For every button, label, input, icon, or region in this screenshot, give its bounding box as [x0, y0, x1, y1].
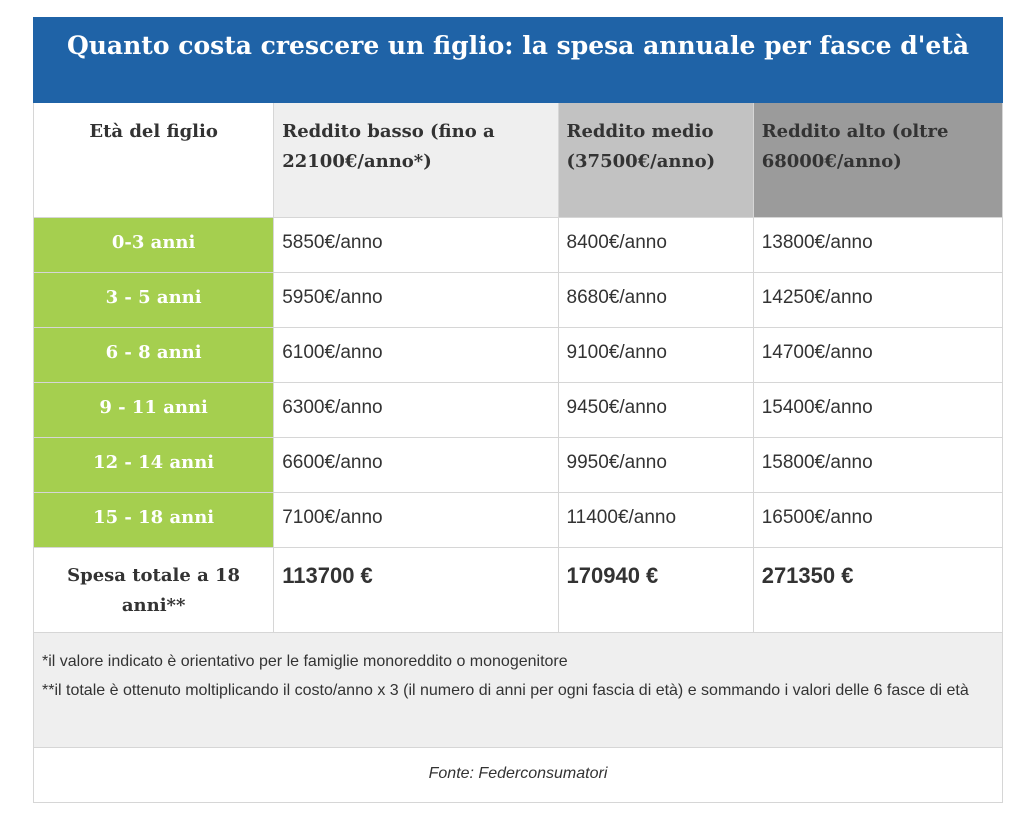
- low-income-value: 6600€/anno: [273, 437, 559, 493]
- header-low-income: Reddito basso (fino a 22100€/anno*): [273, 102, 559, 218]
- high-income-value: 13800€/anno: [752, 217, 1004, 273]
- total-row: Spesa totale a 18 anni** 113700 € 170940…: [32, 547, 1004, 633]
- total-medium-income: 170940 €: [557, 547, 754, 633]
- notes-row: *il valore indicato è orientativo per le…: [33, 632, 1003, 748]
- table-row: 15 - 18 anni 7100€/anno 11400€/anno 1650…: [32, 492, 1004, 548]
- medium-income-value: 8400€/anno: [557, 217, 754, 273]
- age-band: 9 - 11 anni: [32, 382, 275, 438]
- source-row: Fonte: Federconsumatori: [33, 747, 1003, 803]
- table-row: 9 - 11 anni 6300€/anno 9450€/anno 15400€…: [32, 382, 1004, 438]
- footnotes: *il valore indicato è orientativo per le…: [33, 632, 1003, 748]
- total-label: Spesa totale a 18 anni**: [32, 547, 275, 633]
- low-income-value: 7100€/anno: [273, 492, 559, 548]
- age-band: 0-3 anni: [32, 217, 275, 273]
- title-row: Quanto costa crescere un figlio: la spes…: [33, 17, 1003, 103]
- cost-table-container: Quanto costa crescere un figlio: la spes…: [32, 17, 1004, 803]
- total-low-income: 113700 €: [273, 547, 559, 633]
- high-income-value: 15400€/anno: [752, 382, 1004, 438]
- low-income-value: 5850€/anno: [273, 217, 559, 273]
- header-age: Età del figlio: [32, 102, 275, 218]
- header-row: Età del figlio Reddito basso (fino a 221…: [32, 102, 1004, 218]
- high-income-value: 16500€/anno: [752, 492, 1004, 548]
- source-credit: Fonte: Federconsumatori: [33, 747, 1003, 803]
- table-row: 6 - 8 anni 6100€/anno 9100€/anno 14700€/…: [32, 327, 1004, 383]
- footnote-total: **il totale è ottenuto moltiplicando il …: [42, 682, 969, 699]
- header-medium-income: Reddito medio (37500€/anno): [557, 102, 754, 218]
- age-band: 6 - 8 anni: [32, 327, 275, 383]
- medium-income-value: 9950€/anno: [557, 437, 754, 493]
- table-row: 3 - 5 anni 5950€/anno 8680€/anno 14250€/…: [32, 272, 1004, 328]
- header-high-income: Reddito alto (oltre 68000€/anno): [752, 102, 1004, 218]
- high-income-value: 14250€/anno: [752, 272, 1004, 328]
- age-band: 3 - 5 anni: [32, 272, 275, 328]
- cost-table: Quanto costa crescere un figlio: la spes…: [32, 17, 1004, 803]
- total-high-income: 271350 €: [752, 547, 1004, 633]
- medium-income-value: 8680€/anno: [557, 272, 754, 328]
- table-title: Quanto costa crescere un figlio: la spes…: [33, 17, 1003, 103]
- low-income-value: 6300€/anno: [273, 382, 559, 438]
- medium-income-value: 11400€/anno: [557, 492, 754, 548]
- footnote-income: *il valore indicato è orientativo per le…: [42, 653, 568, 670]
- table-row: 12 - 14 anni 6600€/anno 9950€/anno 15800…: [32, 437, 1004, 493]
- high-income-value: 14700€/anno: [752, 327, 1004, 383]
- medium-income-value: 9100€/anno: [557, 327, 754, 383]
- medium-income-value: 9450€/anno: [557, 382, 754, 438]
- low-income-value: 6100€/anno: [273, 327, 559, 383]
- table-row: 0-3 anni 5850€/anno 8400€/anno 13800€/an…: [32, 217, 1004, 273]
- age-band: 15 - 18 anni: [32, 492, 275, 548]
- low-income-value: 5950€/anno: [273, 272, 559, 328]
- age-band: 12 - 14 anni: [32, 437, 275, 493]
- high-income-value: 15800€/anno: [752, 437, 1004, 493]
